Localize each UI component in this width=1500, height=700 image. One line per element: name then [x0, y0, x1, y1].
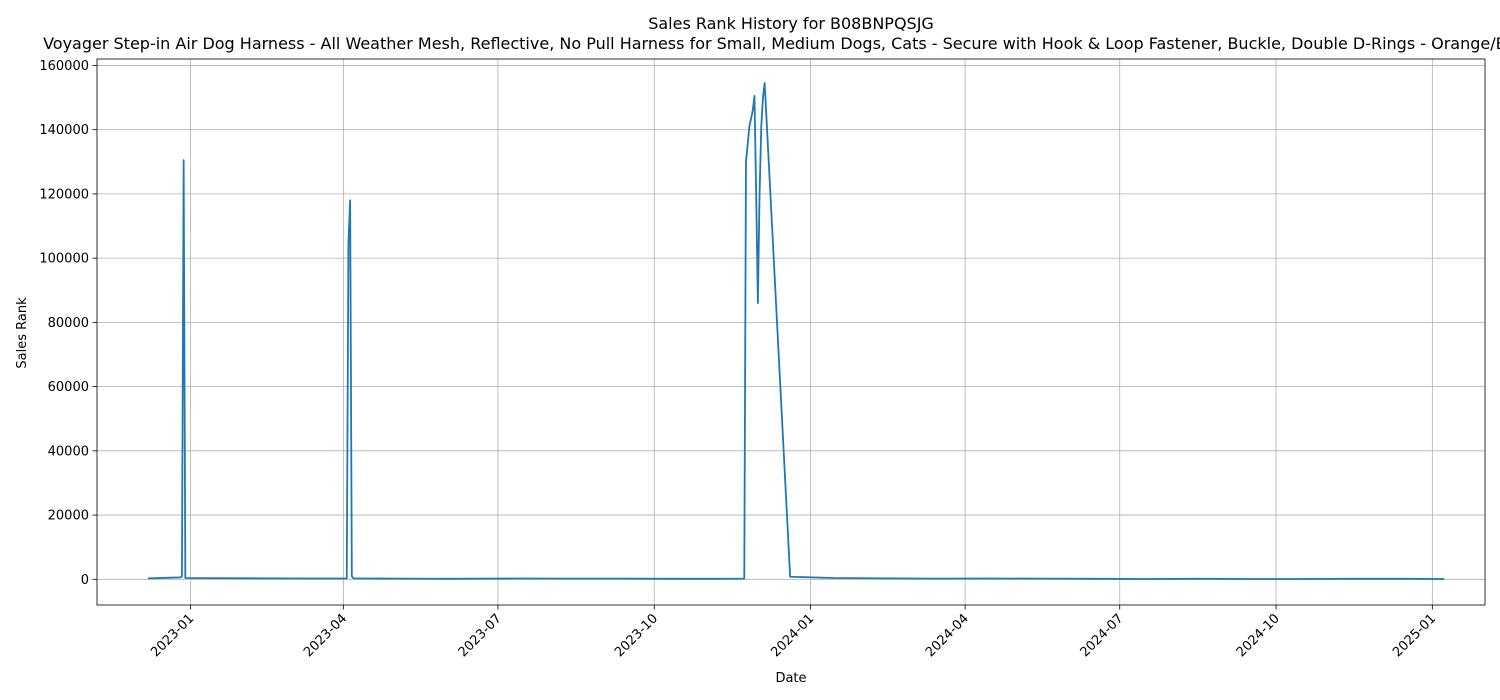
axes-frame [96, 58, 1486, 606]
y-tick-label: 20000 [48, 509, 89, 524]
y-tick-label: 160000 [39, 59, 89, 74]
y-tick-label: 100000 [39, 252, 89, 267]
y-tick-label: 120000 [39, 187, 89, 202]
chart-title: Sales Rank History for B08BNPQSJG [648, 14, 934, 33]
series-line [147, 82, 1445, 580]
series-layer [147, 82, 1445, 580]
y-tick-label: 80000 [48, 316, 89, 331]
y-axis-ticks: 0 20000 40000 60000 80000 100000 120000 140000 1… [39, 59, 97, 588]
y-axis-label: Sales Rank [15, 297, 30, 369]
y-tick-label: 140000 [39, 123, 89, 138]
plot-frame [96, 58, 1486, 606]
y-tick-label: 40000 [48, 444, 89, 459]
grid-lines [97, 59, 1485, 605]
y-tick-label: 60000 [48, 380, 89, 395]
x-axis-label: Date [775, 671, 806, 686]
chart-subtitle: Voyager Step-in Air Dog Harness - All We… [43, 34, 1500, 53]
y-tick-label: 0 [81, 573, 89, 588]
